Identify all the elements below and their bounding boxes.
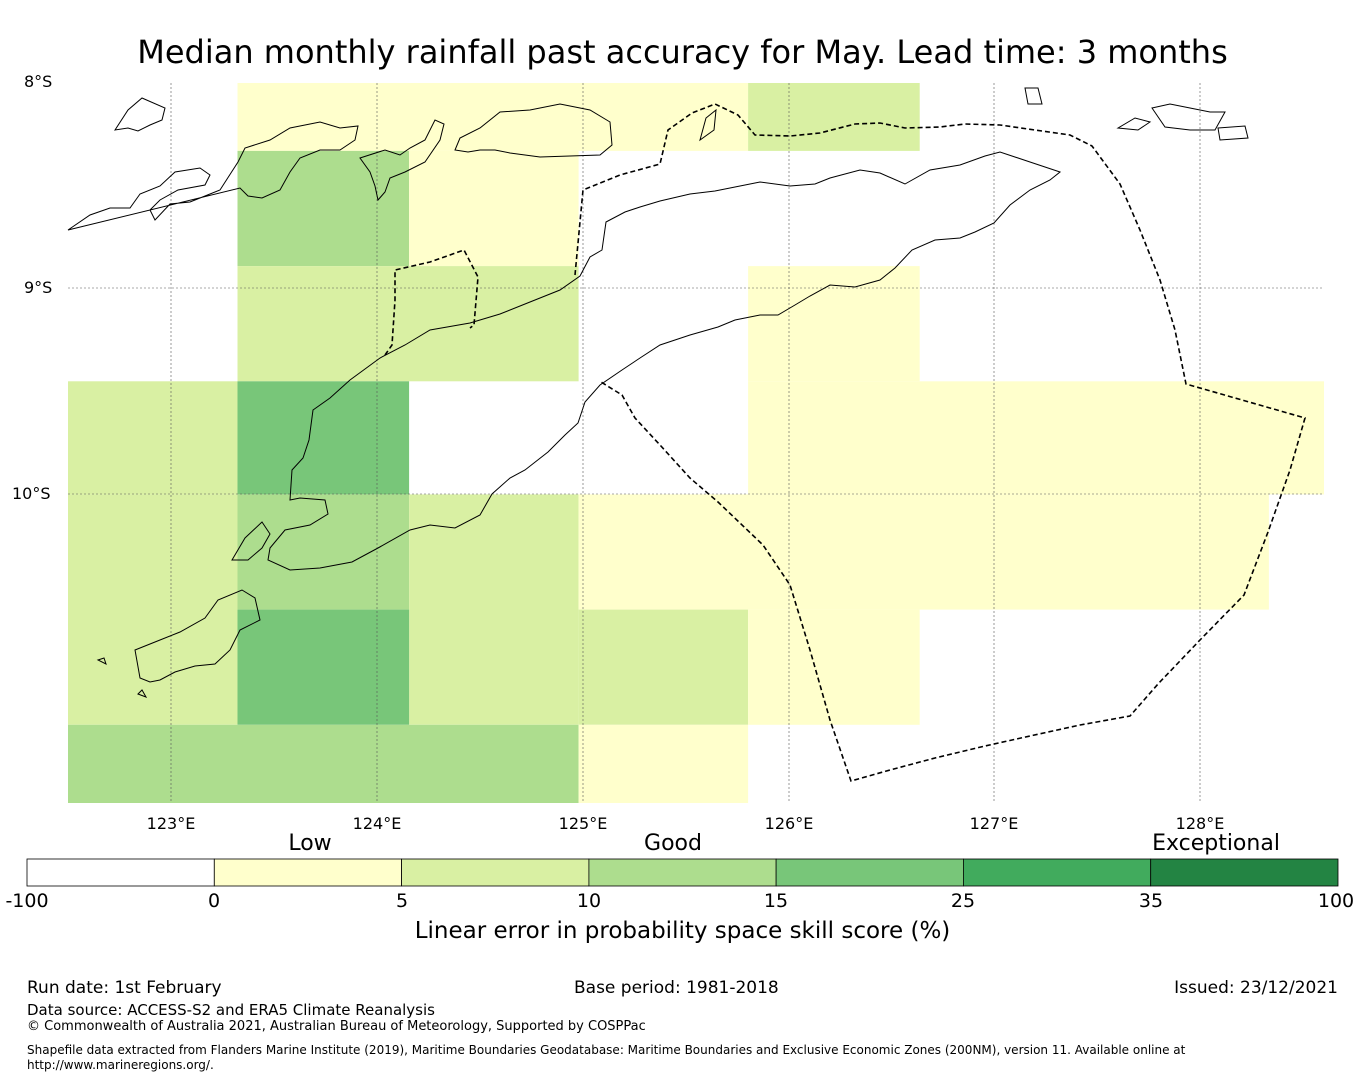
skill-map [67, 83, 1324, 803]
skill-cell-11 [409, 494, 579, 725]
lon-label-128e: 128°E [1175, 814, 1225, 833]
skill-cells [68, 83, 1324, 803]
issued-date: Issued: 23/12/2021 [1174, 978, 1338, 998]
colorbar-box-1 [213, 858, 403, 887]
semau-coastline [231, 521, 271, 561]
timor-leste-eez-north [574, 103, 1306, 782]
category-exceptional: Exceptional [1152, 831, 1280, 856]
run-date: Run date: 1st February [27, 978, 222, 998]
graticule [68, 83, 1324, 803]
colorbar-tick-4: 15 [763, 890, 789, 912]
colorbar-tick-5: 25 [950, 890, 976, 912]
lon-label-126e: 126°E [764, 814, 814, 833]
skill-cell-12 [578, 494, 1269, 610]
alor-wetar-coastline [454, 103, 613, 158]
skill-cell-5 [748, 266, 920, 382]
skill-cell-10 [237, 494, 410, 610]
colorbar [26, 858, 1339, 887]
lat-label-9s: 9°S [24, 278, 53, 297]
colorbar-box-4 [775, 858, 964, 887]
colorbar-tick-3: 10 [576, 890, 602, 912]
lon-label-127e: 127°E [969, 814, 1019, 833]
north-island-b [1116, 117, 1152, 131]
colorbar-box-2 [401, 858, 590, 887]
category-good: Good [644, 831, 702, 856]
category-low: Low [288, 831, 332, 856]
colorbar-tick-6: 35 [1138, 890, 1164, 912]
colorbar-box-6 [1150, 858, 1339, 887]
skill-cell-3 [409, 150, 579, 267]
colorbar-box-5 [963, 858, 1152, 887]
skill-cell-6 [68, 381, 238, 495]
skill-cell-16 [68, 724, 579, 803]
oecusse-eez [384, 249, 479, 356]
skill-cell-1 [748, 83, 920, 151]
lat-label-10s: 10°S [12, 484, 51, 503]
lat-label-8s: 8°S [24, 72, 53, 91]
colorbar-tick-7: 100 [1317, 890, 1355, 912]
atauro-coastline [699, 108, 717, 142]
timor-coastline [267, 151, 1062, 571]
lon-label-124e: 124°E [352, 814, 402, 833]
skill-cell-0 [237, 83, 749, 151]
base-period: Base period: 1981-2018 [574, 978, 779, 998]
skill-cell-2 [237, 150, 410, 267]
lembata-coastline [113, 97, 166, 132]
colorbar-box-3 [588, 858, 777, 887]
skill-cell-15 [748, 609, 920, 725]
skill-cell-17 [578, 724, 749, 803]
north-island-c [1217, 125, 1249, 141]
ndao-coastline [96, 657, 107, 665]
lon-label-123e: 123°E [146, 814, 196, 833]
adonara-coastline [359, 119, 445, 202]
skill-cell-13 [237, 609, 410, 725]
eez-boundaries [384, 103, 1306, 782]
copyright: © Commonwealth of Australia 2021, Austra… [27, 1019, 646, 1034]
colorbar-tick-1: 0 [207, 890, 221, 912]
chart-title: Median monthly rainfall past accuracy fo… [137, 33, 1228, 71]
coastlines [67, 87, 1249, 698]
lon-label-125e: 125°E [558, 814, 608, 833]
data-source: Data source: ACCESS-S2 and ERA5 Climate … [27, 1001, 435, 1019]
colorbar-tick-0: -100 [5, 890, 49, 912]
colorbar-box-0 [26, 858, 215, 887]
skill-cell-14 [578, 609, 749, 725]
shapefile-credit: Shapefile data extracted from Flanders M… [27, 1043, 1186, 1072]
skill-cell-9 [68, 494, 238, 725]
dana-coastline [137, 689, 148, 698]
colorbar-tick-2: 5 [395, 890, 409, 912]
north-island-d [1024, 87, 1043, 105]
rote-coastline [134, 589, 261, 683]
flores-coastline [67, 121, 359, 231]
colorbar-title: Linear error in probability space skill … [414, 918, 951, 944]
north-island-a [1151, 103, 1226, 131]
skill-cell-7 [237, 381, 410, 495]
skill-cell-8 [748, 381, 1324, 495]
skill-cell-4 [237, 266, 579, 382]
